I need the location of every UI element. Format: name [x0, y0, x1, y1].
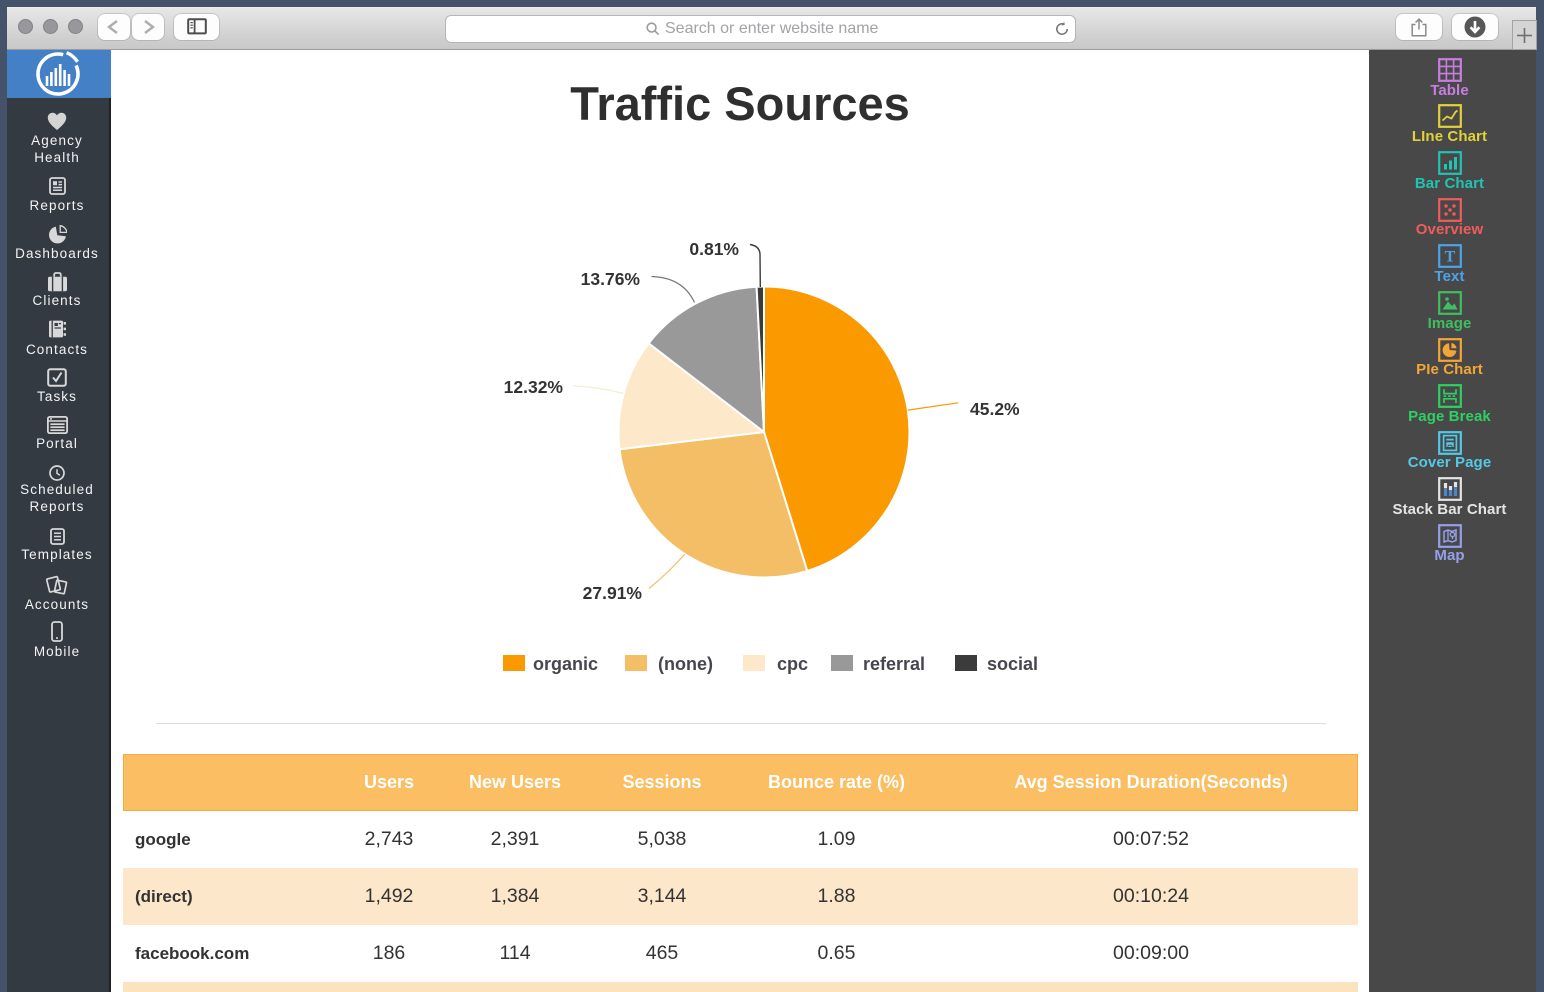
svg-text:13.76%: 13.76%: [581, 269, 641, 289]
svg-text:27.91%: 27.91%: [583, 583, 643, 603]
svg-text:12.32%: 12.32%: [504, 377, 564, 397]
svg-text:T: T: [1444, 249, 1455, 266]
svg-text:45.2%: 45.2%: [970, 399, 1020, 419]
svg-text:0.81%: 0.81%: [689, 239, 739, 259]
